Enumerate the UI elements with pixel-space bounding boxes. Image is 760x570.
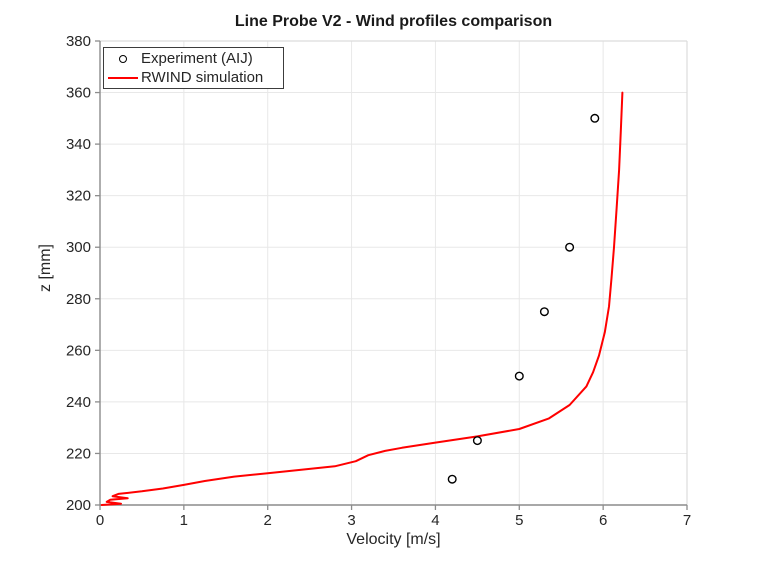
legend-label-simulation: RWIND simulation	[141, 69, 264, 86]
y-tick-label: 340	[66, 136, 91, 153]
legend-label-experiment: Experiment (AIJ)	[141, 50, 253, 67]
x-tick-label: 3	[347, 512, 355, 529]
experiment-marker	[472, 436, 482, 446]
x-tick-label: 5	[515, 512, 523, 529]
simulation-line	[100, 91, 624, 506]
y-tick-label: 260	[66, 342, 91, 359]
legend: Experiment (AIJ) RWIND simulation	[103, 47, 284, 89]
chart-title: Line Probe V2 - Wind profiles comparison	[234, 13, 553, 30]
x-tick-label: 6	[599, 512, 607, 529]
y-tick-label: 320	[66, 188, 91, 205]
y-tick-label: 200	[66, 497, 91, 514]
experiment-marker	[539, 307, 549, 317]
line-marker-icon	[108, 76, 138, 79]
legend-entry-experiment: Experiment (AIJ)	[104, 49, 283, 68]
y-tick-label: 380	[66, 33, 91, 50]
x-tick-label: 1	[180, 512, 188, 529]
x-tick-label: 2	[264, 512, 272, 529]
experiment-marker	[590, 113, 600, 123]
experiment-marker	[565, 242, 575, 252]
y-tick-label: 280	[66, 291, 91, 308]
x-tick-label: 7	[683, 512, 691, 529]
x-axis-label: Velocity [m/s]	[346, 531, 441, 548]
circle-marker-icon	[119, 54, 127, 63]
experiment-marker	[447, 474, 457, 484]
y-axis-label: z [mm]	[37, 244, 54, 292]
x-tick-label: 4	[431, 512, 439, 529]
legend-entry-simulation: RWIND simulation	[104, 68, 283, 87]
y-tick-label: 300	[66, 239, 91, 256]
experiment-marker	[514, 371, 524, 381]
y-tick-label: 240	[66, 394, 91, 411]
y-tick-label: 360	[66, 85, 91, 102]
y-tick-label: 220	[66, 445, 91, 462]
x-tick-label: 0	[96, 512, 104, 529]
